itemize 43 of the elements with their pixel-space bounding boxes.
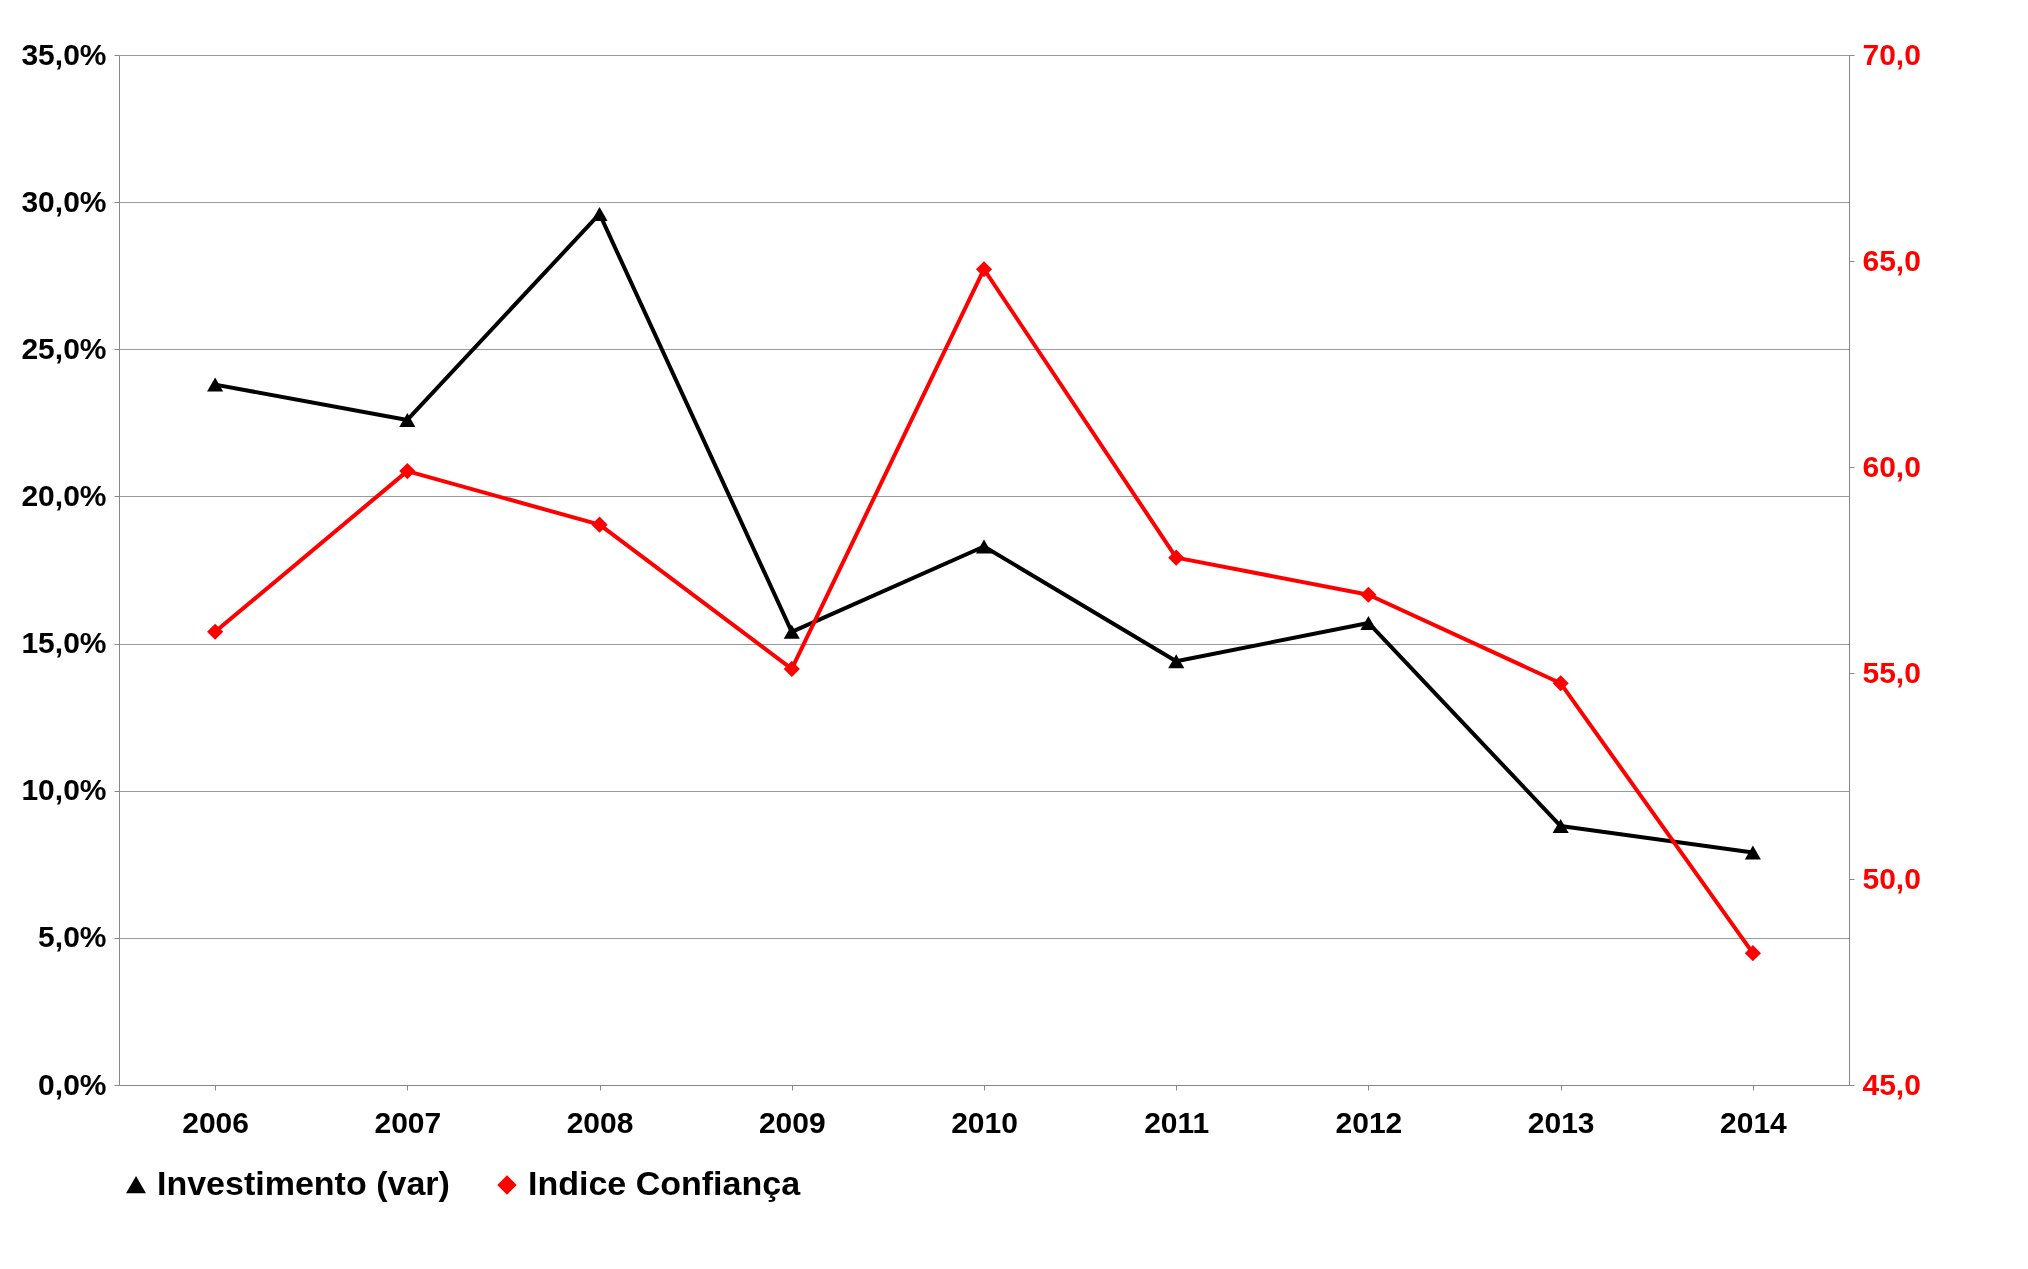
y2-tick-label: 45,0 xyxy=(1862,1067,1921,1101)
y-tick-label: 30,0% xyxy=(21,184,107,218)
y2-tick-label: 65,0 xyxy=(1862,243,1921,277)
point xyxy=(1168,654,1185,669)
y-tick-label: 25,0% xyxy=(21,331,107,365)
y-tick-label: 5,0% xyxy=(38,920,107,954)
x-tick-label: 2008 xyxy=(566,1105,634,1139)
point xyxy=(1744,845,1761,860)
point xyxy=(1744,945,1761,962)
point xyxy=(591,516,608,533)
point xyxy=(1168,549,1185,566)
point xyxy=(207,377,224,392)
x-tick-label: 2012 xyxy=(1335,1105,1403,1139)
x-tick-label: 2014 xyxy=(1720,1105,1788,1139)
point xyxy=(1552,819,1569,834)
x-tick-label: 2011 xyxy=(1144,1105,1210,1139)
point xyxy=(591,206,608,221)
point xyxy=(975,261,993,278)
y-tick-label: 20,0% xyxy=(21,478,107,512)
x-tick-label: 2009 xyxy=(758,1105,826,1139)
point xyxy=(783,660,800,677)
y2-tick-label: 50,0 xyxy=(1862,861,1921,895)
y-tick-label: 35,0% xyxy=(21,37,107,71)
point xyxy=(1360,615,1377,630)
point xyxy=(207,623,224,640)
point xyxy=(1552,675,1569,692)
y-tick-label: 15,0% xyxy=(21,626,107,660)
legend-label: Investimento (var) xyxy=(157,1164,450,1202)
y2-tick-label: 60,0 xyxy=(1862,449,1921,483)
point xyxy=(975,539,993,554)
y-tick-label: 0,0% xyxy=(38,1067,107,1101)
y2-tick-label: 55,0 xyxy=(1862,655,1921,689)
y2-tick-label: 70,0 xyxy=(1862,37,1921,71)
point xyxy=(399,463,416,480)
legend-label: Indice Confiança xyxy=(528,1164,802,1202)
point xyxy=(783,624,800,639)
x-tick-label: 2006 xyxy=(182,1105,249,1139)
x-tick-label: 2010 xyxy=(951,1105,1018,1139)
point xyxy=(1360,586,1377,603)
x-tick-label: 2007 xyxy=(374,1105,442,1139)
x-tick-label: 2013 xyxy=(1527,1105,1595,1139)
point xyxy=(399,412,416,427)
y-tick-label: 10,0% xyxy=(21,773,107,807)
